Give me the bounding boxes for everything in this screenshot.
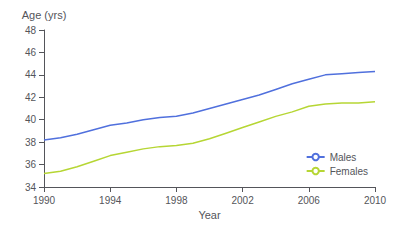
svg-text:34: 34 [25,182,37,193]
svg-text:Males: Males [330,152,357,163]
svg-text:36: 36 [25,159,37,170]
svg-text:46: 46 [25,47,37,58]
svg-text:1998: 1998 [165,195,188,206]
svg-text:48: 48 [25,25,37,36]
svg-text:1994: 1994 [99,195,122,206]
svg-text:Year: Year [198,209,221,221]
svg-text:Age (yrs): Age (yrs) [22,9,67,21]
svg-text:2010: 2010 [364,195,387,206]
svg-text:1990: 1990 [33,195,56,206]
svg-text:Females: Females [330,166,368,177]
svg-text:44: 44 [25,69,37,80]
svg-text:2006: 2006 [298,195,321,206]
svg-text:42: 42 [25,92,37,103]
svg-text:2002: 2002 [231,195,254,206]
svg-text:38: 38 [25,137,37,148]
svg-text:40: 40 [25,114,37,125]
